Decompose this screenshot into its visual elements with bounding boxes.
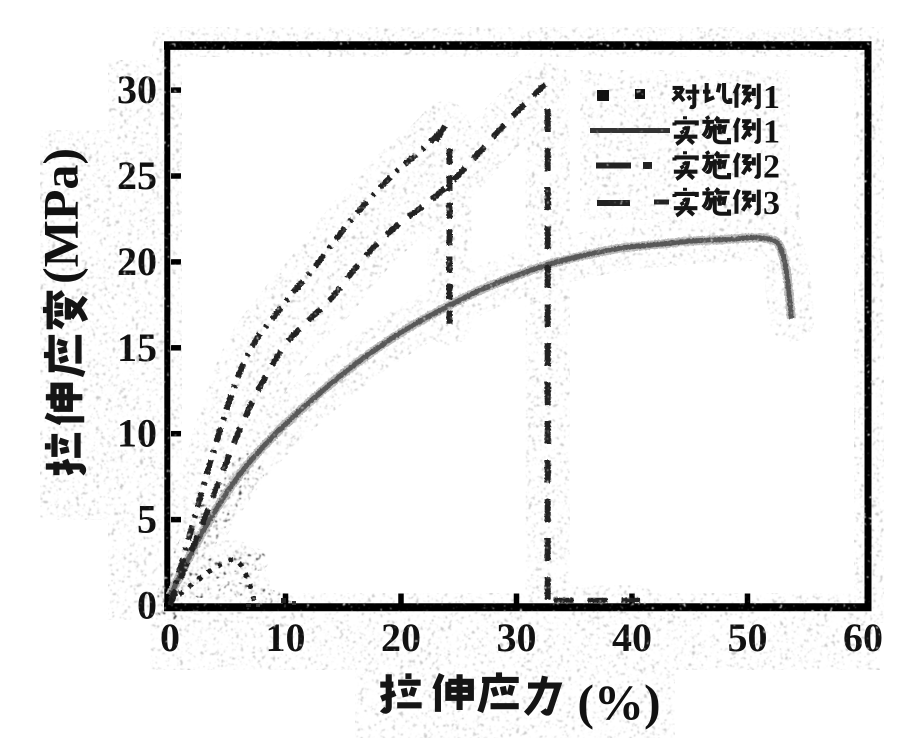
svg-text:3: 3: [763, 185, 780, 222]
svg-text:1: 1: [763, 79, 780, 116]
svg-text:1: 1: [763, 114, 780, 151]
svg-text:(%): (%): [577, 674, 660, 730]
svg-text:2: 2: [763, 149, 780, 186]
svg-text:(MPa): (MPa): [32, 148, 88, 284]
